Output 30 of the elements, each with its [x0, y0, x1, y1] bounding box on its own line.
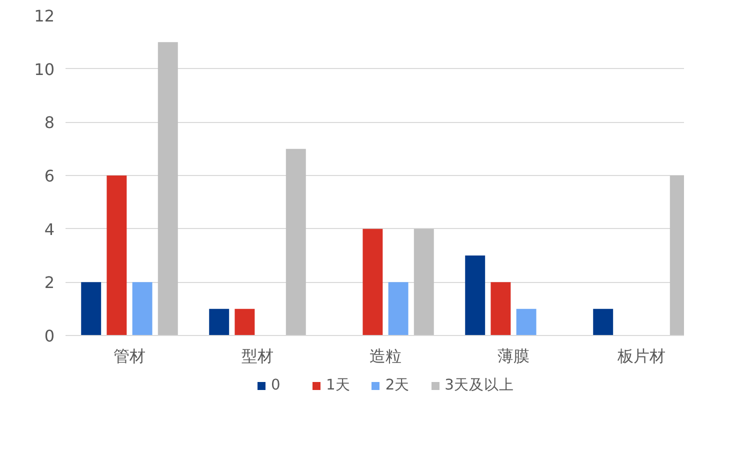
y-tick-label: 8 [44, 113, 55, 132]
x-tick-label: 管材 [114, 346, 146, 366]
bar [234, 308, 255, 336]
bar [106, 176, 127, 336]
bar [516, 308, 536, 336]
y-tick-label: 12 [34, 6, 54, 26]
legend-label: 0 [271, 376, 282, 394]
y-tick-label: 4 [44, 220, 55, 239]
x-tick-label: 薄膜 [498, 346, 530, 366]
bar [490, 282, 511, 336]
y-tick-label: 6 [44, 166, 55, 186]
bar [465, 256, 486, 336]
bar [388, 282, 408, 336]
bar [286, 148, 306, 336]
x-tick-label: 造粒 [370, 346, 402, 366]
x-tick-label: 型材 [242, 346, 274, 366]
bar [209, 308, 230, 336]
bar [81, 282, 102, 336]
bar [362, 228, 383, 336]
legend-label: 1天 [326, 376, 350, 394]
bar [414, 228, 434, 336]
bar [158, 42, 178, 336]
legend-label: 2天 [385, 376, 410, 394]
y-tick-label: 2 [44, 273, 55, 292]
bar [132, 282, 152, 336]
y-tick-label: 10 [34, 60, 54, 79]
legend-label: 3天及以上 [444, 376, 514, 394]
y-tick-label: 0 [44, 326, 55, 346]
bar [593, 308, 614, 336]
x-tick-label: 板片材 [616, 346, 666, 366]
